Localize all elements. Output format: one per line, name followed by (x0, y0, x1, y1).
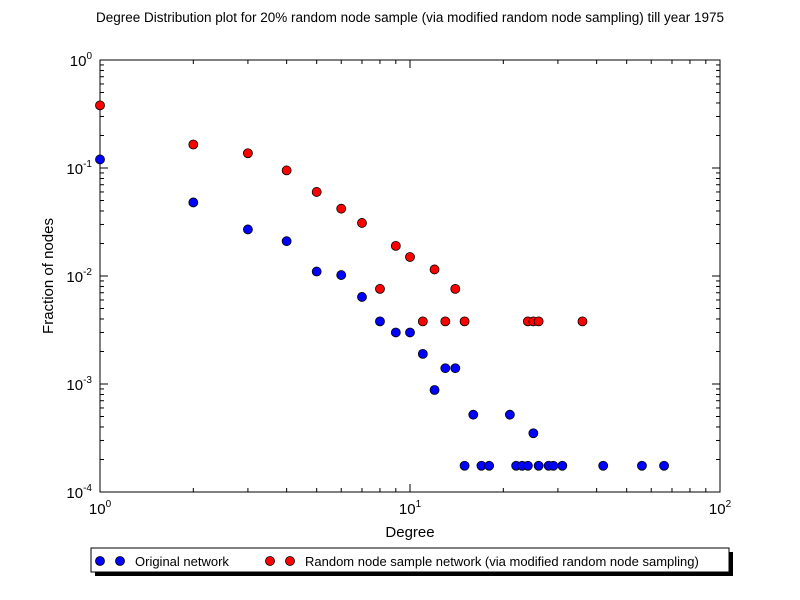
data-point (357, 292, 367, 302)
data-point (357, 218, 367, 228)
x-tick-label: 101 (399, 499, 422, 518)
data-point (336, 270, 347, 280)
data-point (95, 154, 105, 165)
legend-label: Original network (135, 554, 229, 569)
data-points (95, 100, 669, 471)
data-point (450, 283, 461, 294)
data-point (637, 460, 647, 471)
legend: Original network Random node sample netwo… (90, 547, 733, 576)
data-point (375, 283, 385, 294)
data-point (459, 460, 470, 471)
series-original-network (95, 154, 669, 471)
data-point (417, 348, 428, 359)
y-tick-label: 10-3 (66, 375, 92, 394)
data-point (95, 100, 105, 111)
data-point (468, 409, 479, 420)
data-point (188, 139, 199, 150)
x-axis-label: Degree (385, 524, 434, 541)
data-point (440, 363, 451, 374)
legend-box (90, 547, 730, 573)
data-point (522, 460, 533, 471)
data-point (429, 385, 440, 395)
series-random-node-sample (95, 100, 588, 327)
data-point (484, 460, 495, 471)
legend-marker (285, 556, 295, 566)
legend-marker (115, 556, 125, 566)
data-point (548, 460, 559, 471)
y-tick-label: 100 (70, 51, 93, 70)
data-point (528, 428, 539, 439)
legend-items: Original network Random node sample netwo… (95, 554, 699, 569)
data-point (459, 316, 470, 327)
data-point (557, 460, 568, 471)
y-axis-label: Fraction of nodes (40, 218, 57, 334)
data-point (390, 327, 401, 338)
axis-ticks (99, 60, 720, 493)
data-point (390, 240, 401, 251)
data-point (533, 316, 544, 327)
data-point (417, 316, 428, 327)
axis-tick-labels: 100 101 102 100 10-1 10-2 10-3 10-4 (66, 51, 731, 518)
data-point (336, 203, 347, 214)
data-point (504, 409, 515, 420)
data-point (533, 460, 544, 471)
data-point (243, 224, 253, 235)
data-point (405, 327, 415, 338)
chart-title: Degree Distribution plot for 20% random … (96, 10, 724, 25)
data-point (450, 363, 461, 374)
data-point (281, 236, 292, 247)
data-point (188, 197, 199, 208)
y-tick-label: 10-1 (66, 159, 92, 178)
x-tick-label: 100 (89, 499, 112, 518)
data-point (375, 316, 385, 327)
legend-marker (265, 556, 275, 566)
data-point (243, 148, 253, 159)
legend-marker (95, 556, 105, 566)
data-point (281, 165, 292, 176)
data-point (311, 266, 322, 277)
data-point (311, 187, 322, 197)
plot-area (99, 59, 721, 493)
data-point (429, 264, 440, 275)
data-point (405, 252, 415, 262)
y-tick-label: 10-2 (66, 267, 92, 286)
legend-label: Random node sample network (via modified… (305, 554, 699, 569)
data-point (659, 460, 669, 471)
y-tick-label: 10-4 (66, 483, 92, 502)
data-point (577, 316, 588, 327)
data-point (440, 316, 451, 327)
data-point (598, 460, 609, 471)
x-tick-label: 102 (709, 499, 732, 518)
